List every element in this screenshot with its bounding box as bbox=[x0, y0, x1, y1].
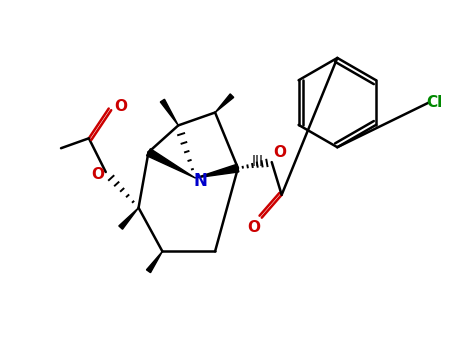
Text: |||: ||| bbox=[252, 155, 264, 166]
Polygon shape bbox=[147, 149, 195, 178]
Polygon shape bbox=[160, 99, 178, 125]
Text: Cl: Cl bbox=[427, 95, 443, 110]
Text: O: O bbox=[114, 99, 127, 114]
Polygon shape bbox=[147, 251, 162, 273]
Text: O: O bbox=[248, 220, 260, 235]
Polygon shape bbox=[215, 94, 234, 112]
Polygon shape bbox=[119, 208, 138, 229]
Text: O: O bbox=[273, 145, 286, 160]
Text: O: O bbox=[91, 167, 104, 182]
Polygon shape bbox=[195, 164, 239, 178]
Text: N: N bbox=[193, 172, 207, 190]
